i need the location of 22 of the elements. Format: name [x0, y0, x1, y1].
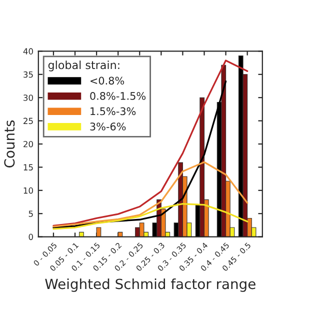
y-tick-label: 40 — [23, 48, 33, 54]
y-tick-label: 5 — [28, 210, 33, 217]
y-tick-label: 30 — [24, 94, 33, 101]
y-tick-label: 20 — [24, 140, 33, 148]
legend-title: global strain: — [48, 60, 120, 72]
bar — [139, 222, 144, 237]
legend-label: 1.5%-3% — [90, 107, 136, 116]
legend-label: 3%-6% — [90, 122, 126, 130]
y-axis-title: Counts — [4, 120, 15, 168]
y-tick-label: 25 — [24, 118, 33, 124]
legend-label: 0.8%-1.5% — [90, 92, 146, 100]
line-series — [52, 203, 248, 230]
bar — [96, 227, 102, 237]
x-axis-title: Weighted Schmid factor range — [45, 278, 256, 292]
line-series — [52, 161, 248, 228]
legend-label: <0.8% — [90, 76, 124, 85]
bar — [221, 64, 226, 237]
y-tick-label: 15 — [24, 164, 33, 170]
y-tick-label: 10 — [24, 187, 33, 194]
bar — [200, 97, 205, 237]
y-tick-label: 0 — [28, 234, 33, 240]
y-tick-label: 35 — [24, 71, 33, 78]
